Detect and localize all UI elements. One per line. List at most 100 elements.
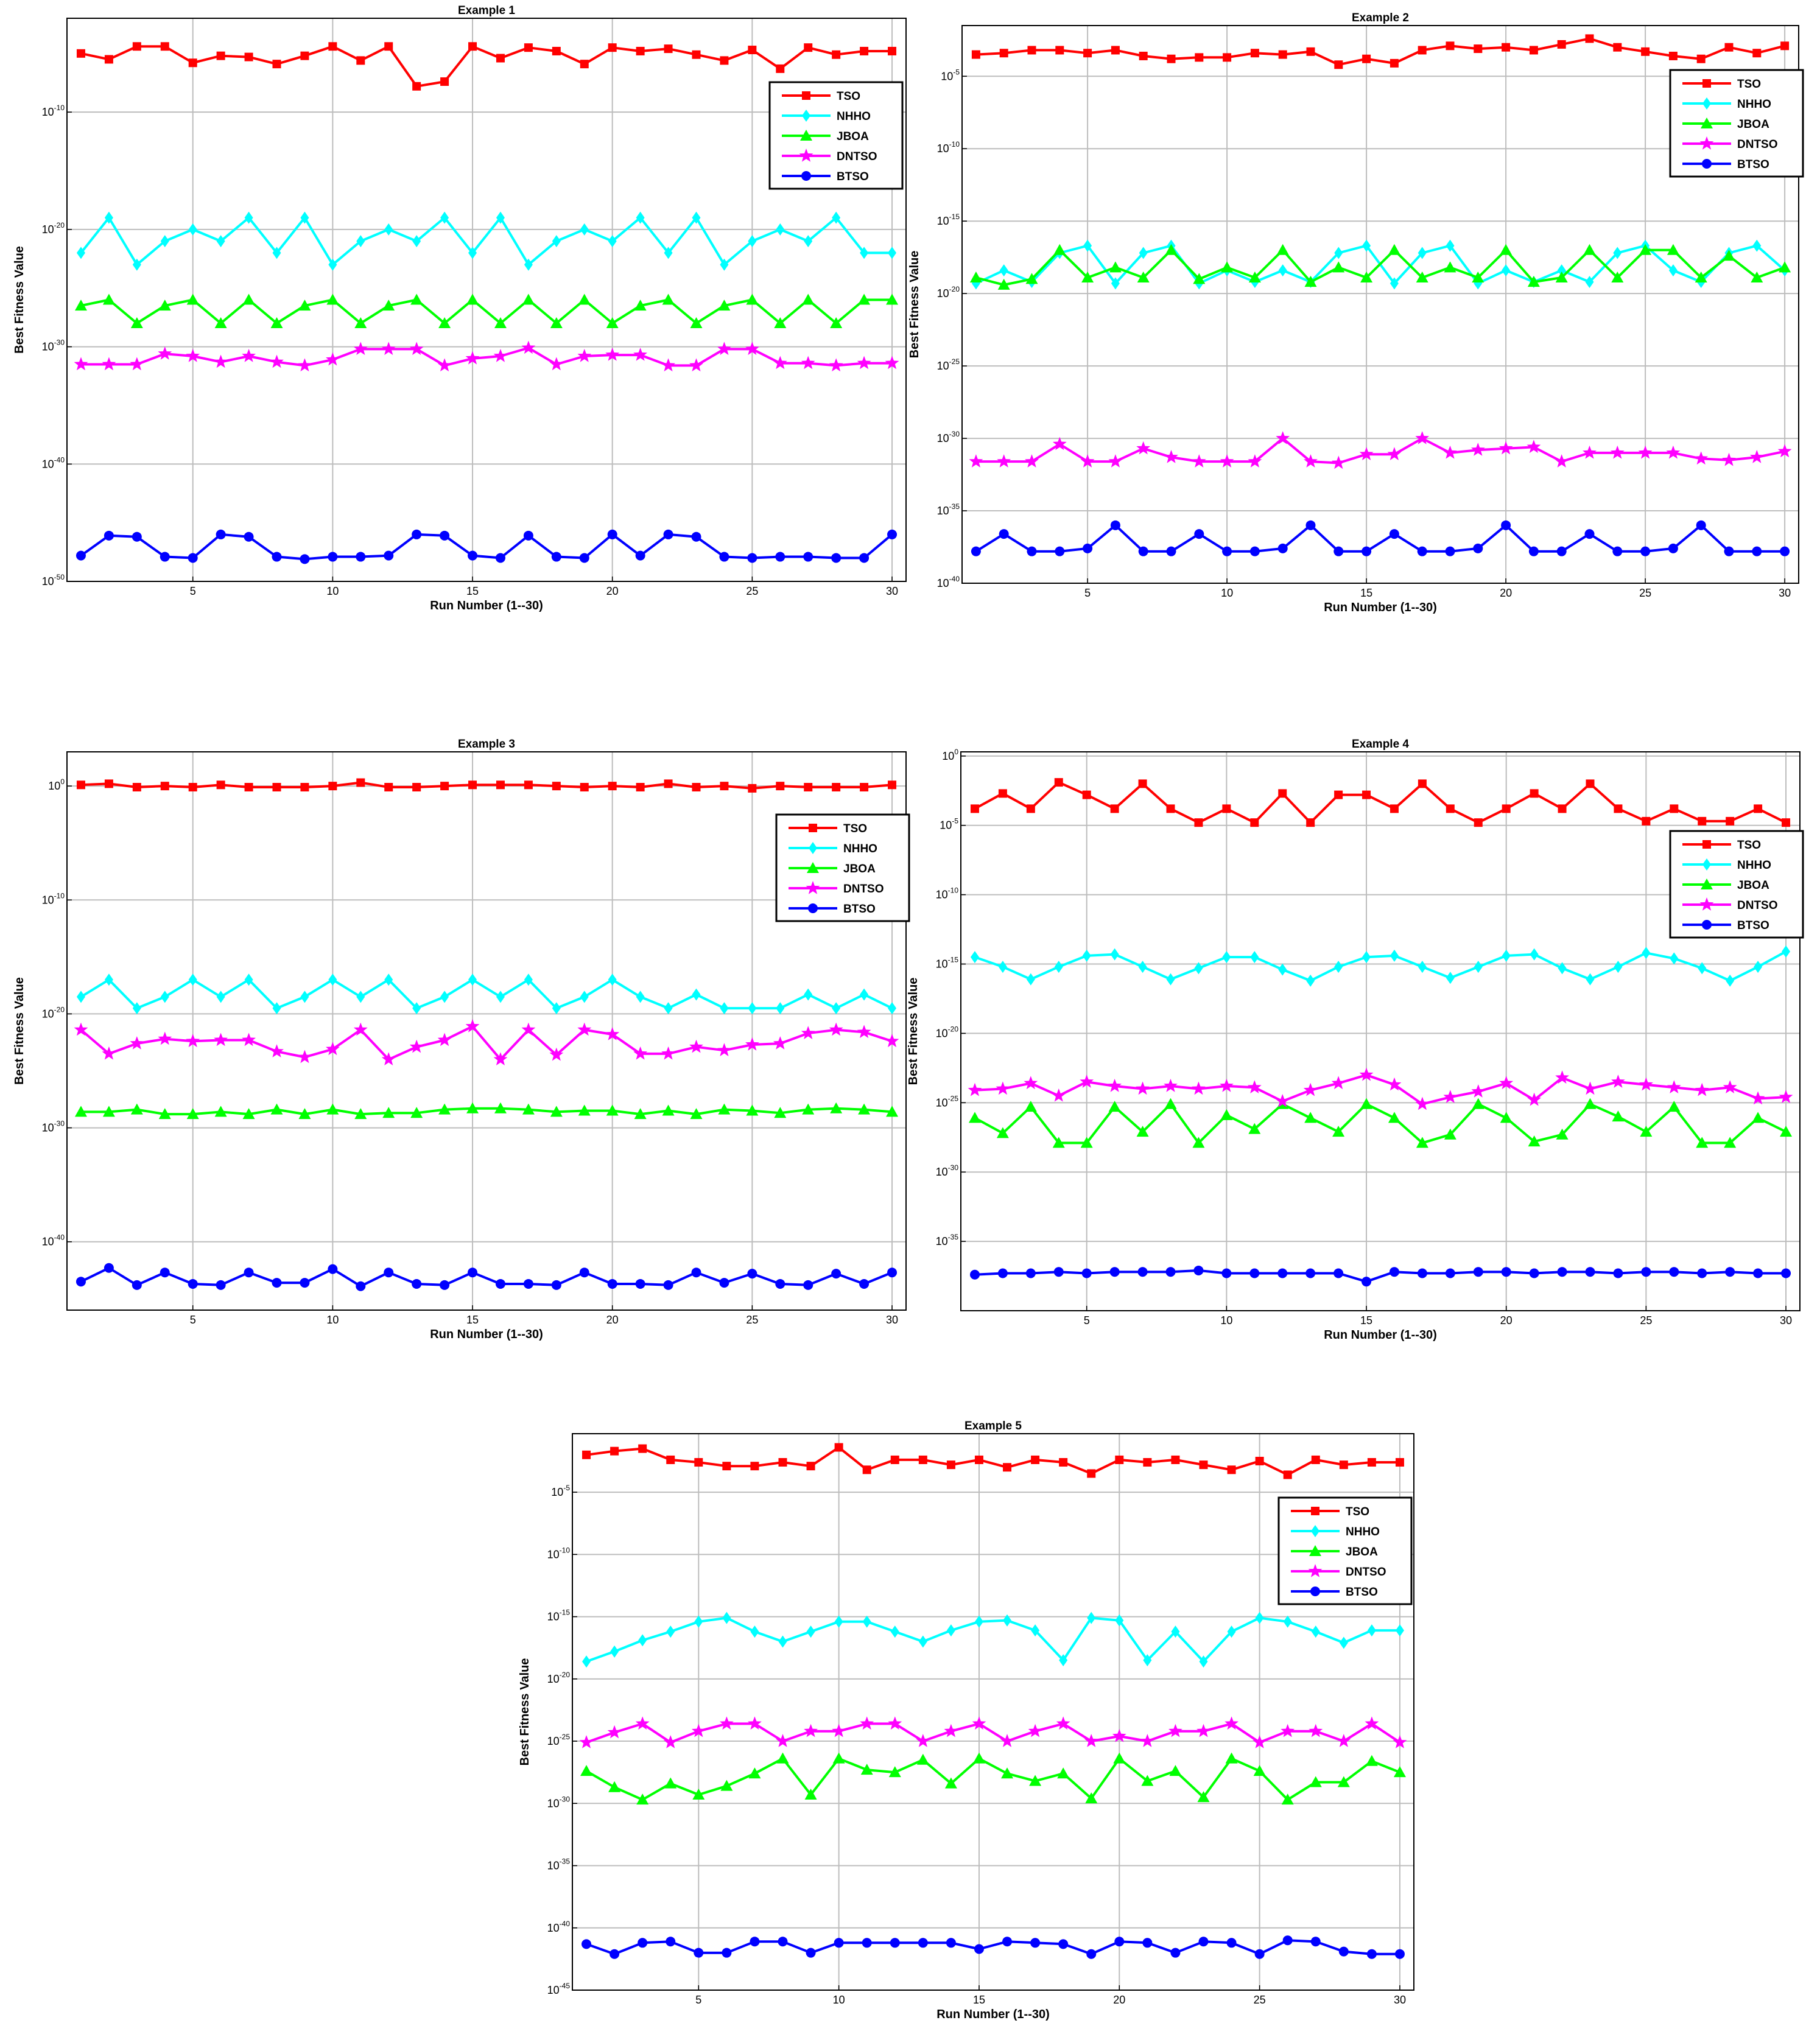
data-point-tso (1696, 54, 1706, 63)
data-point-tso (888, 780, 897, 790)
data-point-dntso (1136, 441, 1151, 455)
data-point-tso (216, 780, 225, 790)
data-point-btso (76, 1277, 86, 1287)
data-point-btso (1697, 1268, 1707, 1278)
data-point-jboa (996, 1127, 1009, 1138)
data-point-dntso (888, 1716, 902, 1730)
legend: TSO NHHO JBOA DNTSO BTSO (768, 81, 904, 190)
data-point-btso (1165, 1267, 1176, 1277)
legend-marker-btso (801, 171, 811, 181)
data-point-jboa (466, 293, 479, 305)
data-point-jboa (214, 317, 227, 329)
data-point-jboa (74, 300, 87, 311)
y-axis-label: Best Fitness Value (907, 978, 920, 1085)
data-point-tso (1754, 804, 1763, 813)
data-point-tso (1087, 1469, 1096, 1478)
data-point-tso (582, 1450, 591, 1459)
data-point-btso (1310, 1937, 1321, 1947)
data-point-jboa (1639, 244, 1652, 255)
data-point-tso (328, 782, 337, 791)
data-point-nhho (1613, 247, 1622, 259)
data-point-btso (1110, 520, 1120, 530)
series-tso (76, 778, 897, 793)
data-point-nhho (1166, 973, 1175, 986)
data-point-nhho (1558, 962, 1567, 975)
data-point-btso (1194, 529, 1204, 539)
x-tick-label: 20 (1500, 1314, 1513, 1327)
data-point-dntso (996, 1081, 1010, 1095)
data-point-nhho (636, 211, 645, 224)
data-point-btso (607, 529, 617, 539)
legend-marker-dntso (799, 149, 813, 162)
data-point-tso (832, 50, 841, 59)
data-point-dntso (1337, 1734, 1351, 1747)
data-point-tso (1255, 1456, 1264, 1465)
data-point-nhho (384, 973, 393, 986)
data-point-dntso (1611, 1075, 1625, 1088)
data-point-dntso (997, 454, 1011, 468)
data-point-btso (440, 530, 450, 541)
data-point-jboa (382, 300, 395, 311)
data-point-tso (890, 1455, 899, 1464)
data-point-nhho (244, 973, 253, 986)
data-point-tso (804, 43, 813, 52)
y-axis-label: Best Fitness Value (13, 977, 26, 1085)
data-point-tso (971, 50, 980, 59)
data-point-tso (104, 779, 113, 788)
data-point-nhho (692, 988, 701, 1001)
data-point-dntso (860, 1716, 874, 1730)
data-point-tso (1502, 804, 1511, 813)
data-point-dntso (1052, 436, 1067, 451)
data-point-tso (1059, 1458, 1068, 1467)
data-point-btso (104, 530, 114, 541)
y-tick-label: 10-35 (936, 1233, 959, 1247)
legend-marker-btso (1702, 159, 1712, 169)
data-point-jboa (774, 317, 787, 329)
data-point-jboa (634, 300, 647, 311)
data-point-jboa (1724, 1137, 1737, 1148)
data-point-tso (1418, 46, 1427, 55)
y-tick-label: 10-30 (937, 430, 960, 444)
data-point-dntso (1220, 454, 1234, 468)
data-point-dntso (381, 342, 396, 356)
data-point-dntso (1415, 431, 1430, 444)
data-point-btso (1417, 546, 1427, 556)
data-point-nhho (1003, 1614, 1012, 1627)
y-tick-label: 10-40 (547, 1920, 571, 1934)
grid (961, 752, 1800, 1311)
data-point-jboa (1667, 244, 1679, 255)
data-point-jboa (720, 1779, 733, 1791)
data-point-nhho (76, 990, 85, 1003)
data-point-nhho (1367, 1624, 1376, 1637)
data-point-nhho (834, 1615, 843, 1628)
data-point-dntso (1108, 1079, 1122, 1092)
data-point-tso (1194, 818, 1203, 827)
data-point-tso (776, 64, 785, 73)
legend-label-dntso: DNTSO (1737, 899, 1778, 912)
data-point-nhho (998, 961, 1007, 973)
data-point-dntso (409, 342, 424, 356)
data-point-btso (859, 553, 870, 563)
data-point-nhho (1585, 276, 1594, 289)
data-point-nhho (692, 211, 701, 224)
data-point-nhho (890, 1625, 899, 1638)
data-point-nhho (1139, 247, 1148, 259)
data-point-nhho (1082, 949, 1091, 962)
data-point-nhho (300, 990, 309, 1003)
data-point-nhho (918, 1635, 927, 1648)
data-point-tso (300, 783, 309, 792)
data-point-tso (1223, 53, 1232, 62)
data-point-dntso (916, 1734, 930, 1747)
data-point-jboa (1001, 1767, 1014, 1779)
data-point-jboa (1583, 244, 1596, 255)
data-point-jboa (690, 317, 703, 329)
data-point-jboa (1388, 1112, 1400, 1123)
data-point-nhho (356, 990, 365, 1003)
x-tick-label: 20 (1500, 587, 1512, 599)
data-point-btso (1366, 1949, 1377, 1959)
data-point-tso (1529, 46, 1538, 55)
data-point-tso (496, 780, 505, 790)
data-point-jboa (997, 278, 1010, 290)
x-tick-label: 25 (1640, 1314, 1652, 1327)
data-point-jboa (298, 300, 311, 311)
